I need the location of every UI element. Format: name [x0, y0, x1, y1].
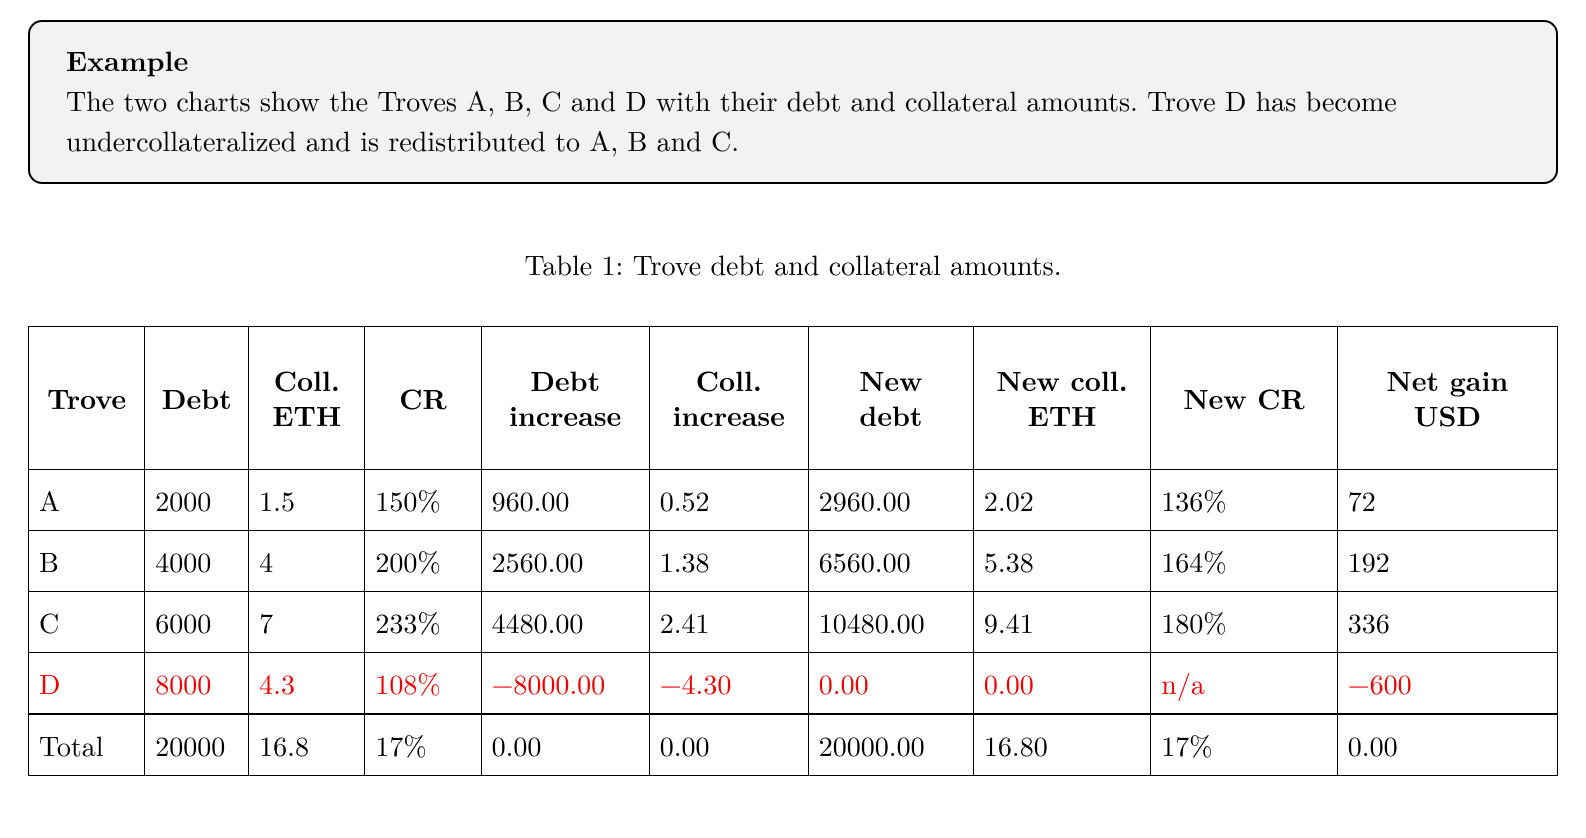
table-cell: D [29, 653, 145, 715]
column-header-label: increase [673, 395, 785, 435]
table-cell: 200% [365, 531, 481, 592]
table-cell: 16.80 [973, 714, 1150, 776]
example-body: The two charts show the Troves A, B, C a… [66, 80, 1397, 160]
column-header-label: Trove [47, 378, 126, 418]
table-cell: 960.00 [481, 470, 649, 531]
column-header-label: ETH [1028, 395, 1097, 435]
table-cell: 17% [1151, 714, 1338, 776]
table-cell: 6560.00 [808, 531, 973, 592]
table-cell: 1.38 [649, 531, 808, 592]
table-cell: Total [29, 714, 145, 776]
column-header-label: Debt [162, 378, 232, 418]
trove-table-head: TroveDebtColl.ETHCRDebtincreaseColl.incr… [29, 327, 1558, 470]
column-header-label: USD [1414, 395, 1481, 435]
column-header-new_debt: Newdebt [808, 327, 973, 470]
table-cell: −4.30 [649, 653, 808, 715]
table-cell: 164% [1151, 531, 1338, 592]
table-cell: 4 [249, 531, 365, 592]
table-cell: 2.41 [649, 592, 808, 653]
table-cell: 0.00 [1337, 714, 1557, 776]
table-cell: B [29, 531, 145, 592]
table-cell: −600 [1337, 653, 1557, 715]
table-cell: A [29, 470, 145, 531]
column-header-new_coll_eth: New coll.ETH [973, 327, 1150, 470]
example-box: Example The two charts show the Troves A… [28, 20, 1558, 184]
table-cell: 336 [1337, 592, 1557, 653]
table-row: C60007233%4480.002.4110480.009.41180%336 [29, 592, 1558, 653]
column-header-label: New [859, 360, 922, 400]
column-header-label: Debt [530, 360, 600, 400]
column-header-coll_inc: Coll.increase [649, 327, 808, 470]
table-cell: 7 [249, 592, 365, 653]
column-header-label: New coll. [997, 360, 1128, 400]
table-cell: 72 [1337, 470, 1557, 531]
column-header-net_gain_usd: Net gainUSD [1337, 327, 1557, 470]
column-header-label: increase [509, 395, 621, 435]
table-cell: 6000 [145, 592, 249, 653]
table-row: Total2000016.817%0.000.0020000.0016.8017… [29, 714, 1558, 776]
table-row: D80004.3108%−8000.00−4.300.000.00n/a−600 [29, 653, 1558, 715]
table-cell: 0.00 [649, 714, 808, 776]
table-cell: 233% [365, 592, 481, 653]
table-row: A20001.5150%960.000.522960.002.02136%72 [29, 470, 1558, 531]
column-header-debt_inc: Debtincrease [481, 327, 649, 470]
table-cell: 0.00 [481, 714, 649, 776]
table-cell: n/a [1151, 653, 1338, 715]
table-cell: 108% [365, 653, 481, 715]
table-cell: 150% [365, 470, 481, 531]
column-header-label: New CR [1183, 378, 1304, 418]
table-cell: 192 [1337, 531, 1557, 592]
trove-table-header-row: TroveDebtColl.ETHCRDebtincreaseColl.incr… [29, 327, 1558, 470]
table-cell: 2000 [145, 470, 249, 531]
column-header-debt: Debt [145, 327, 249, 470]
table-cell: 10480.00 [808, 592, 973, 653]
table-row: B40004200%2560.001.386560.005.38164%192 [29, 531, 1558, 592]
table-cell: 4.3 [249, 653, 365, 715]
table-cell: 20000 [145, 714, 249, 776]
table-cell: 0.00 [973, 653, 1150, 715]
column-header-label: debt [859, 395, 922, 435]
table-cell: 4480.00 [481, 592, 649, 653]
column-header-label: Coll. [274, 360, 340, 400]
table-cell: 136% [1151, 470, 1338, 531]
table-cell: C [29, 592, 145, 653]
table-cell: 8000 [145, 653, 249, 715]
column-header-cr: CR [365, 327, 481, 470]
table-cell: 2960.00 [808, 470, 973, 531]
table-cell: 0.00 [808, 653, 973, 715]
table-cell: 2560.00 [481, 531, 649, 592]
column-header-label: Net gain [1387, 360, 1509, 400]
table-cell: 5.38 [973, 531, 1150, 592]
table-cell: 16.8 [249, 714, 365, 776]
example-heading: Example [66, 40, 188, 80]
table-cell: 2.02 [973, 470, 1150, 531]
table-cell: 180% [1151, 592, 1338, 653]
trove-table: TroveDebtColl.ETHCRDebtincreaseColl.incr… [28, 326, 1558, 776]
column-header-label: ETH [272, 395, 341, 435]
trove-table-body: A20001.5150%960.000.522960.002.02136%72B… [29, 470, 1558, 776]
table-cell: 1.5 [249, 470, 365, 531]
column-header-label: CR [399, 378, 446, 418]
table-cell: −8000.00 [481, 653, 649, 715]
table-cell: 4000 [145, 531, 249, 592]
column-header-trove: Trove [29, 327, 145, 470]
table-cell: 20000.00 [808, 714, 973, 776]
table-cell: 0.52 [649, 470, 808, 531]
table-cell: 17% [365, 714, 481, 776]
column-header-label: Coll. [696, 360, 762, 400]
column-header-new_cr: New CR [1151, 327, 1338, 470]
column-header-coll_eth: Coll.ETH [249, 327, 365, 470]
table-cell: 9.41 [973, 592, 1150, 653]
table-caption: Table 1: Trove debt and collateral amoun… [28, 244, 1558, 284]
